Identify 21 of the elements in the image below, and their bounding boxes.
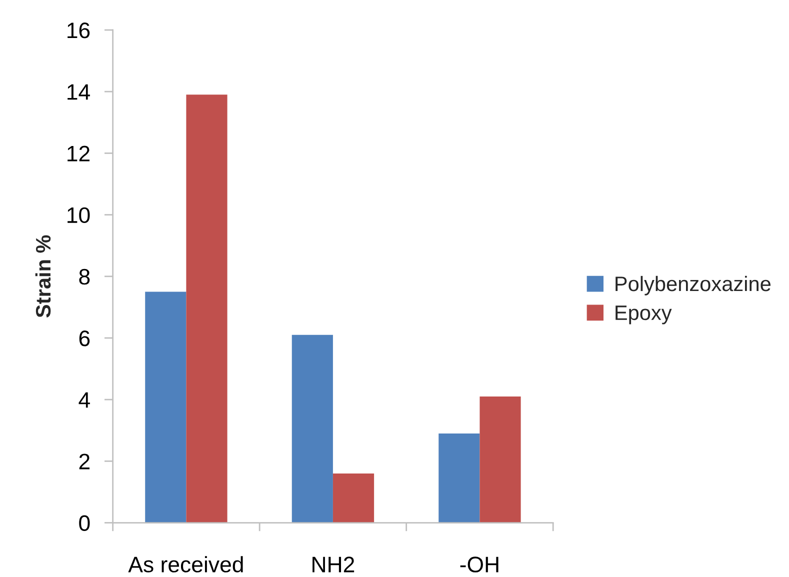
legend-label: Epoxy xyxy=(616,306,672,324)
legend-label: Polybenzoxazine xyxy=(616,276,770,296)
y-tick-label: 6 xyxy=(79,330,90,346)
bar xyxy=(332,473,374,523)
x-tick-label: -OH xyxy=(460,556,498,572)
y-axis-title: Strain % xyxy=(35,235,51,318)
y-tick-label: 2 xyxy=(79,454,90,470)
bar xyxy=(480,396,521,523)
y-tick-label: 4 xyxy=(78,392,90,408)
y-tick-label: 16 xyxy=(68,22,90,38)
x-tick-label: NH2 xyxy=(312,556,354,572)
bar xyxy=(186,94,228,523)
y-tick-label: 8 xyxy=(79,268,90,285)
y-tick-label: 12 xyxy=(68,146,90,162)
bar xyxy=(438,433,480,523)
x-tick-label: As received xyxy=(128,556,243,572)
y-tick-label: 14 xyxy=(68,84,90,100)
bar xyxy=(145,292,186,523)
bar xyxy=(292,334,333,523)
y-tick-label: 10 xyxy=(68,207,90,224)
y-tick-label: 0 xyxy=(79,515,90,532)
